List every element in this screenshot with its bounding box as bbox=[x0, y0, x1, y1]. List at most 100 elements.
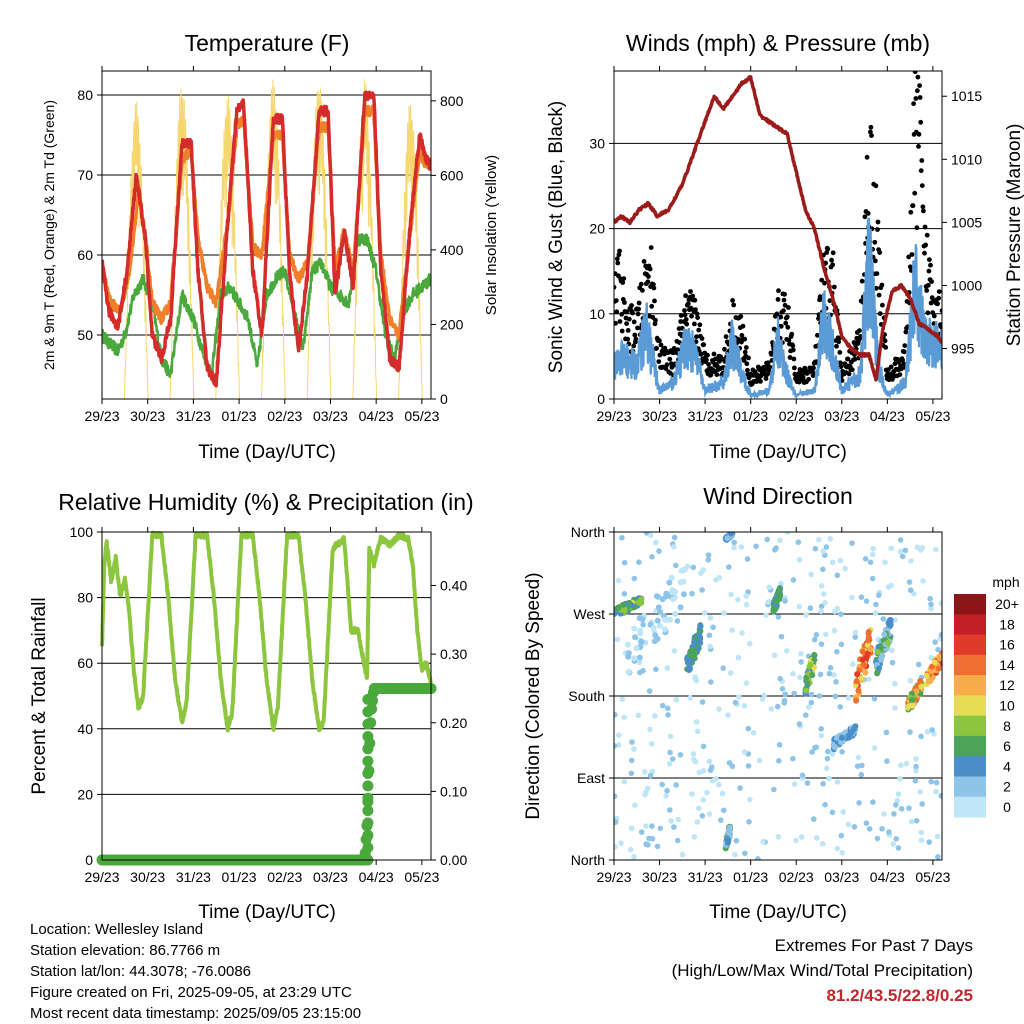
direction-point bbox=[614, 793, 618, 800]
x-tick-label: 04/23 bbox=[359, 869, 394, 885]
direction-point bbox=[859, 762, 865, 769]
y-tick-label: 0 bbox=[597, 391, 605, 407]
direction-point bbox=[674, 837, 681, 844]
gust-point bbox=[743, 345, 749, 350]
y2-tick-label: 400 bbox=[440, 242, 464, 258]
direction-point bbox=[689, 590, 695, 597]
direction-point bbox=[667, 733, 674, 740]
gust-point bbox=[897, 372, 903, 377]
direction-point bbox=[849, 540, 855, 546]
direction-point bbox=[854, 671, 861, 678]
gust-point bbox=[907, 264, 913, 270]
direction-point bbox=[808, 691, 815, 698]
gust-point bbox=[615, 260, 621, 266]
gust-point bbox=[921, 208, 926, 214]
direction-point bbox=[823, 631, 829, 638]
gust-point bbox=[625, 328, 631, 333]
direction-point bbox=[625, 650, 632, 657]
precip-point bbox=[362, 693, 374, 705]
direction-point bbox=[824, 765, 830, 772]
gust-point bbox=[912, 71, 918, 75]
direction-point bbox=[667, 807, 673, 813]
direction-point bbox=[781, 700, 787, 706]
direction-point bbox=[646, 835, 652, 842]
direction-point bbox=[636, 659, 643, 666]
gust-point bbox=[699, 336, 705, 341]
x-tick-label: 03/23 bbox=[313, 869, 348, 885]
winds-xlabel: Time (Day/UTC) bbox=[709, 442, 847, 463]
direction-point bbox=[795, 539, 802, 545]
gust-point bbox=[784, 314, 790, 320]
x-tick-label: 05/23 bbox=[404, 869, 439, 885]
direction-point bbox=[870, 799, 876, 805]
direction-point bbox=[778, 633, 785, 640]
direction-point bbox=[829, 751, 836, 757]
gust-point bbox=[864, 154, 870, 160]
direction-point bbox=[705, 552, 712, 558]
direction-point bbox=[620, 601, 627, 608]
direction-point bbox=[735, 654, 742, 661]
direction-point bbox=[862, 669, 869, 676]
temperature-left-ylabel: 2m & 9m T (Red, Orange) & 2m Td (Green) bbox=[41, 100, 57, 370]
direction-point bbox=[632, 802, 638, 808]
gust-point bbox=[928, 262, 933, 268]
gust-point bbox=[924, 288, 930, 293]
direction-point bbox=[854, 763, 861, 769]
direction-point bbox=[652, 713, 658, 719]
gust-point bbox=[837, 350, 843, 355]
direction-point bbox=[615, 577, 622, 584]
gust-point bbox=[635, 311, 641, 317]
gust-point bbox=[910, 203, 916, 209]
direction-point bbox=[798, 834, 805, 840]
temp-2m-line bbox=[102, 90, 431, 388]
direction-point bbox=[677, 579, 684, 586]
y-tick-label: West bbox=[573, 606, 605, 622]
direction-point bbox=[823, 544, 830, 550]
direction-point bbox=[743, 593, 749, 599]
direction-point bbox=[736, 694, 742, 700]
direction-point bbox=[870, 545, 876, 552]
direction-point bbox=[827, 536, 833, 542]
direction-point bbox=[833, 679, 839, 685]
direction-point bbox=[818, 732, 825, 739]
direction-point bbox=[804, 680, 811, 687]
direction-point bbox=[912, 778, 919, 784]
direction-point bbox=[771, 652, 778, 659]
direction-point bbox=[931, 659, 938, 666]
direction-point bbox=[709, 764, 715, 770]
direction-point bbox=[816, 536, 822, 543]
direction-xlabel: Time (Day/UTC) bbox=[709, 902, 847, 923]
direction-point bbox=[886, 829, 892, 835]
direction-point bbox=[909, 697, 915, 704]
gust-point bbox=[648, 245, 654, 251]
x-tick-label: 31/23 bbox=[688, 869, 723, 885]
gust-point bbox=[652, 321, 658, 327]
direction-point bbox=[882, 559, 888, 565]
y2-tick-label: 1005 bbox=[951, 214, 982, 230]
direction-point bbox=[663, 590, 670, 597]
direction-point bbox=[768, 706, 775, 712]
direction-point bbox=[933, 788, 939, 795]
gust-point bbox=[922, 224, 928, 230]
gust-point bbox=[827, 298, 833, 304]
direction-point bbox=[791, 690, 797, 697]
recent-timestamp: Most recent data timestamp: 2025/09/05 2… bbox=[30, 1005, 362, 1022]
gust-point bbox=[746, 355, 751, 361]
direction-point bbox=[903, 760, 910, 767]
gust-point bbox=[783, 320, 789, 326]
direction-point bbox=[677, 752, 684, 758]
direction-point bbox=[880, 616, 887, 622]
direction-point bbox=[917, 547, 924, 553]
gust-point bbox=[925, 310, 931, 316]
gust-point bbox=[816, 316, 821, 321]
direction-point bbox=[696, 805, 702, 812]
direction-point bbox=[699, 587, 705, 593]
gust-point bbox=[781, 297, 787, 303]
direction-point bbox=[849, 594, 855, 601]
gust-point bbox=[742, 336, 748, 342]
gust-point bbox=[614, 298, 619, 303]
direction-point bbox=[913, 756, 919, 762]
colorbar-swatch bbox=[954, 715, 986, 737]
direction-point bbox=[743, 601, 750, 608]
direction-point bbox=[894, 797, 901, 804]
